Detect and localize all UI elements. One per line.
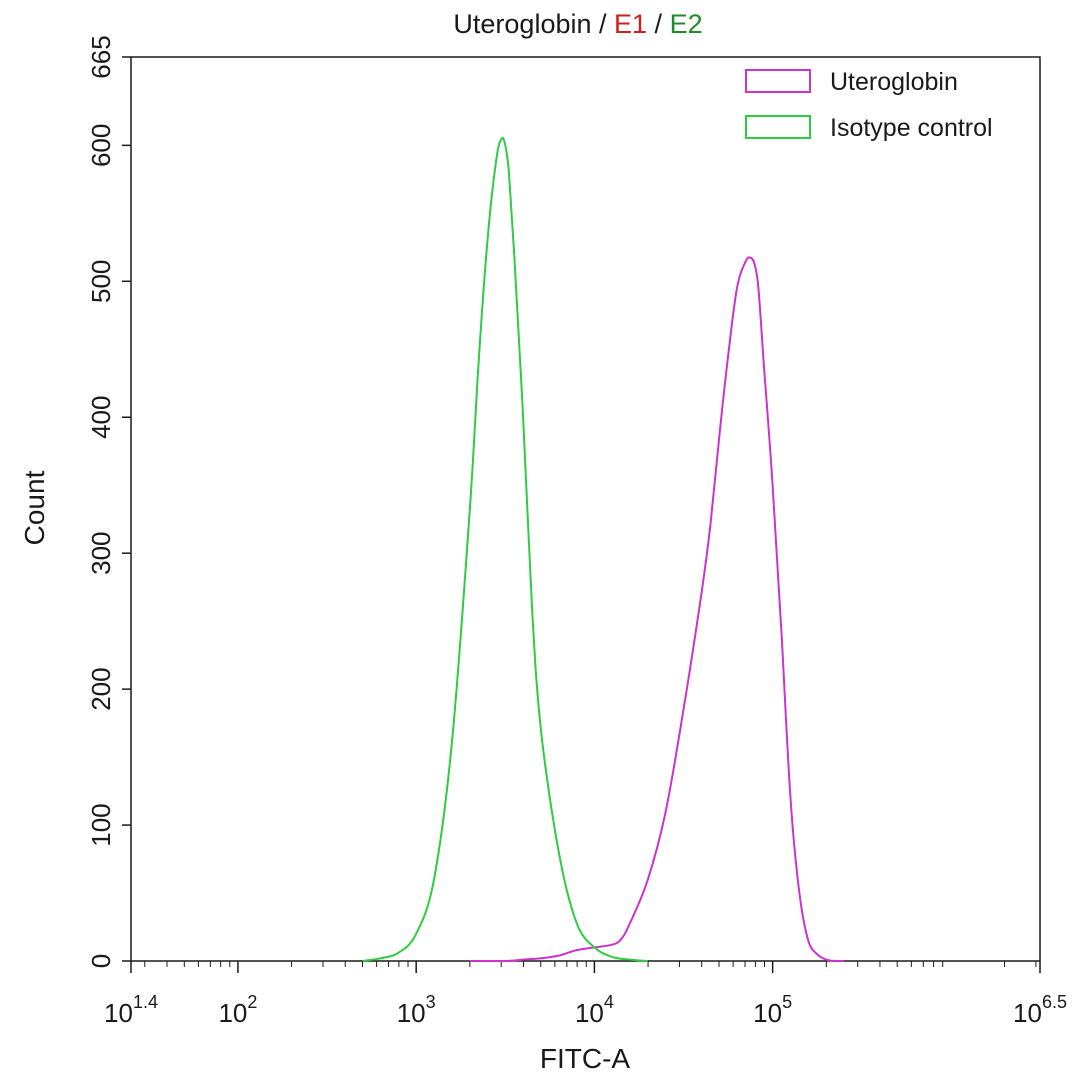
plot-area [130,56,1041,962]
x-tick-label: 103 [397,992,436,1028]
title-part-3: / [647,9,670,39]
x-tick-label: 104 [575,992,614,1028]
y-tick-label: 600 [86,124,116,167]
legend-swatch [745,69,811,93]
x-axis: 101.4 102 103 104 105 106.5 [104,961,1067,1028]
plot-border [130,56,1041,962]
legend-label: Uteroglobin [830,68,958,96]
y-tick-label: 500 [86,260,116,303]
y-tick-label: 100 [86,803,116,846]
x-tick-label: 101.4 [104,992,158,1028]
x-axis-label: FITC-A [540,1043,631,1074]
y-axis: 0 100 200 300 400 500 600 665 [86,35,131,968]
x-tick-label: 102 [218,992,257,1028]
series-line-isotype-control [362,136,648,962]
title-part-1: / [592,9,615,39]
legend-swatch [745,115,811,139]
series-line-uteroglobin [469,256,844,962]
y-tick-label: 665 [86,35,116,78]
legend-label: Isotype control [830,114,993,142]
title-part-0: Uteroglobin [453,9,591,39]
series-layer [362,136,844,962]
y-tick-label: 200 [86,667,116,710]
y-tick-label: 0 [86,954,116,968]
x-tick-label: 106.5 [1013,992,1067,1028]
x-tick-label: 105 [753,992,792,1028]
chart-title: Uteroglobin / E1 / E2 [453,9,702,39]
y-tick-label: 400 [86,396,116,439]
y-tick-label: 300 [86,531,116,574]
legend: Uteroglobin Isotype control [745,68,993,142]
title-part-4: E2 [670,9,703,39]
y-axis-label: Count [19,470,50,545]
title-part-2: E1 [614,9,647,39]
